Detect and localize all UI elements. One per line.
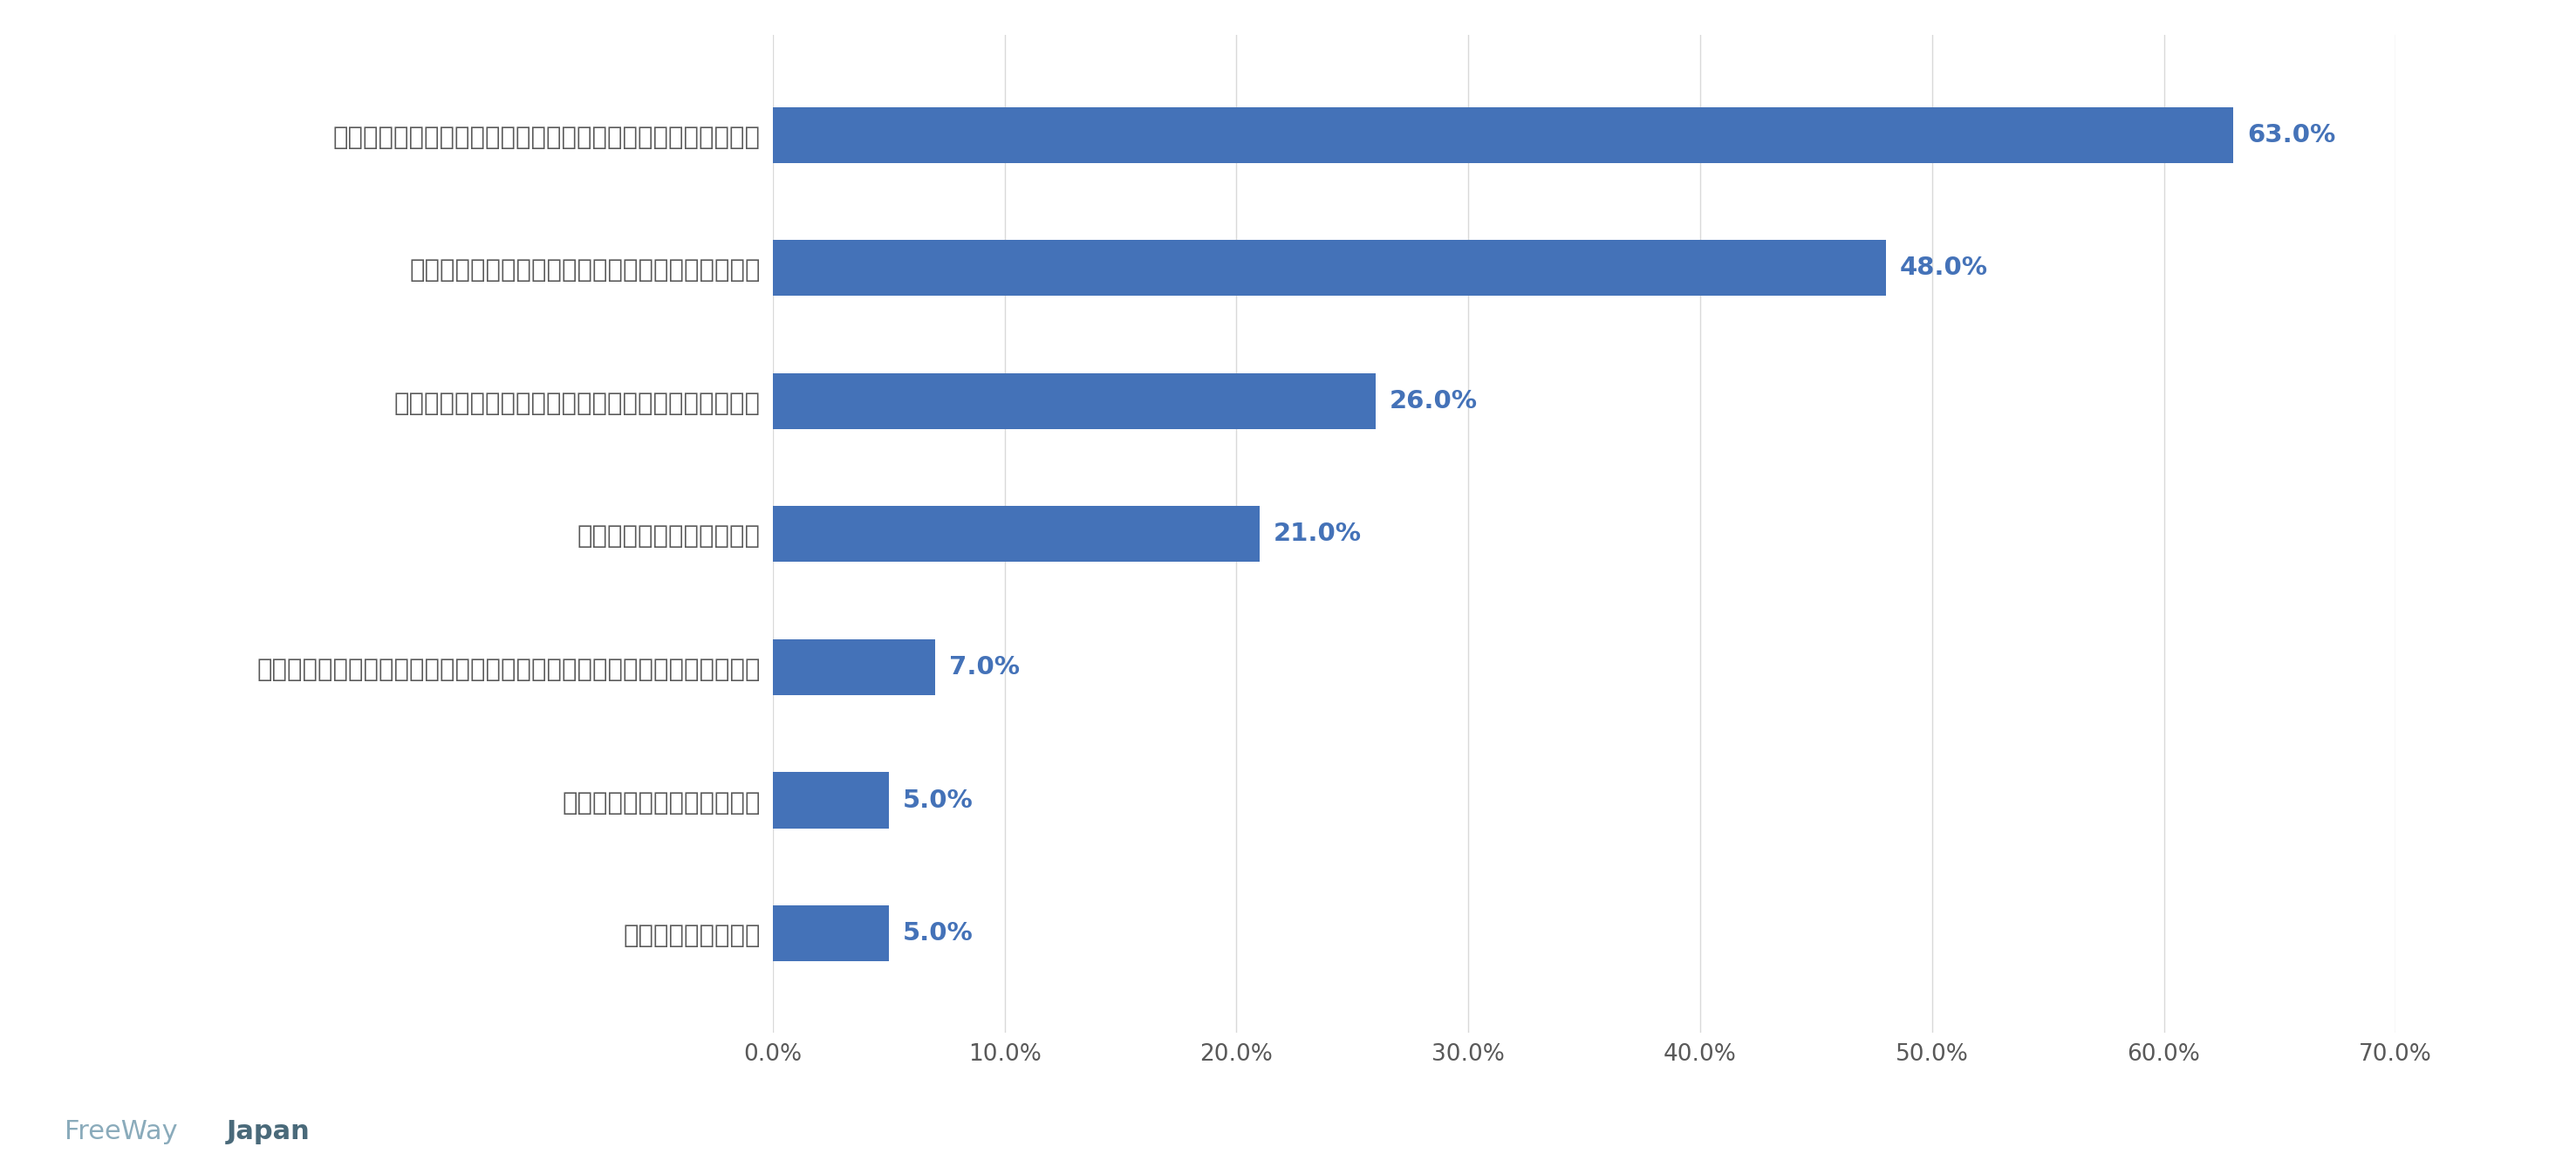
Text: 48.0%: 48.0% xyxy=(1899,256,1989,281)
Text: 26.0%: 26.0% xyxy=(1388,389,1479,413)
Text: 7.0%: 7.0% xyxy=(948,655,1020,680)
Bar xyxy=(773,640,935,695)
Bar xyxy=(773,905,889,962)
Text: 21.0%: 21.0% xyxy=(1273,522,1363,546)
Bar xyxy=(773,107,2233,163)
Text: FreeWay: FreeWay xyxy=(64,1119,178,1145)
Text: Japan: Japan xyxy=(227,1119,309,1145)
Bar xyxy=(773,772,889,828)
Bar xyxy=(773,241,1886,296)
Bar xyxy=(773,506,1260,562)
Bar xyxy=(773,373,1376,429)
Text: 5.0%: 5.0% xyxy=(902,788,974,812)
Text: 5.0%: 5.0% xyxy=(902,922,974,945)
Text: 63.0%: 63.0% xyxy=(2246,123,2336,147)
